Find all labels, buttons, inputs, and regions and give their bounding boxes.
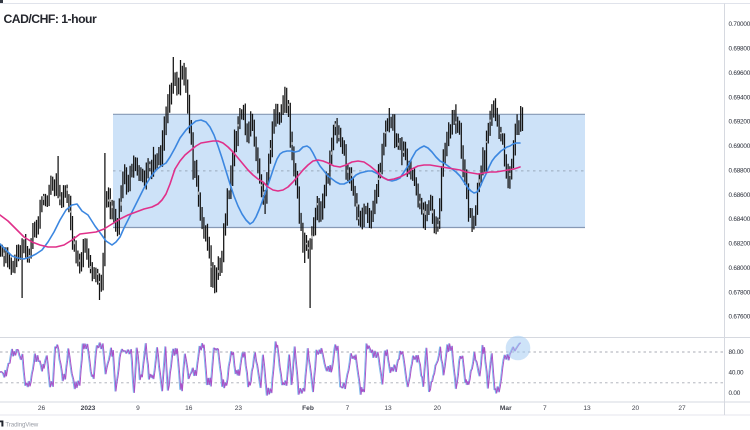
svg-text:2023: 2023 bbox=[81, 405, 96, 412]
svg-text:16: 16 bbox=[185, 405, 193, 412]
svg-text:0.69400: 0.69400 bbox=[729, 94, 750, 101]
svg-text:0.69600: 0.69600 bbox=[729, 70, 750, 77]
svg-text:0.68400: 0.68400 bbox=[729, 216, 750, 223]
svg-text:0.69800: 0.69800 bbox=[729, 46, 750, 53]
svg-text:0.67800: 0.67800 bbox=[729, 289, 750, 296]
svg-text:0.69200: 0.69200 bbox=[729, 119, 750, 126]
svg-text:0.68200: 0.68200 bbox=[729, 241, 750, 248]
svg-text:0.68800: 0.68800 bbox=[729, 167, 750, 174]
svg-text:20: 20 bbox=[434, 405, 442, 412]
svg-text:0.67600: 0.67600 bbox=[729, 314, 750, 321]
svg-text:9: 9 bbox=[136, 405, 140, 412]
svg-text:26: 26 bbox=[38, 405, 46, 412]
svg-text:40.00: 40.00 bbox=[729, 370, 745, 377]
svg-text:13: 13 bbox=[384, 405, 392, 412]
svg-text:7: 7 bbox=[543, 405, 547, 412]
svg-text:Feb: Feb bbox=[302, 405, 314, 412]
svg-text:Mar: Mar bbox=[500, 405, 512, 412]
svg-text:80.00: 80.00 bbox=[729, 349, 745, 356]
svg-text:20: 20 bbox=[632, 405, 640, 412]
svg-text:13: 13 bbox=[583, 405, 591, 412]
svg-text:23: 23 bbox=[235, 405, 243, 412]
svg-text:7: 7 bbox=[346, 405, 350, 412]
svg-text:0.69000: 0.69000 bbox=[729, 143, 750, 150]
svg-text:27: 27 bbox=[678, 405, 686, 412]
svg-text:0.68000: 0.68000 bbox=[729, 265, 750, 272]
svg-text:0.70000: 0.70000 bbox=[729, 21, 750, 28]
svg-text:0.68600: 0.68600 bbox=[729, 192, 750, 199]
svg-text:0.00: 0.00 bbox=[729, 390, 741, 397]
svg-text:TradingView: TradingView bbox=[5, 422, 38, 429]
svg-text:CAD/CHF: 1-hour: CAD/CHF: 1-hour bbox=[4, 12, 97, 26]
